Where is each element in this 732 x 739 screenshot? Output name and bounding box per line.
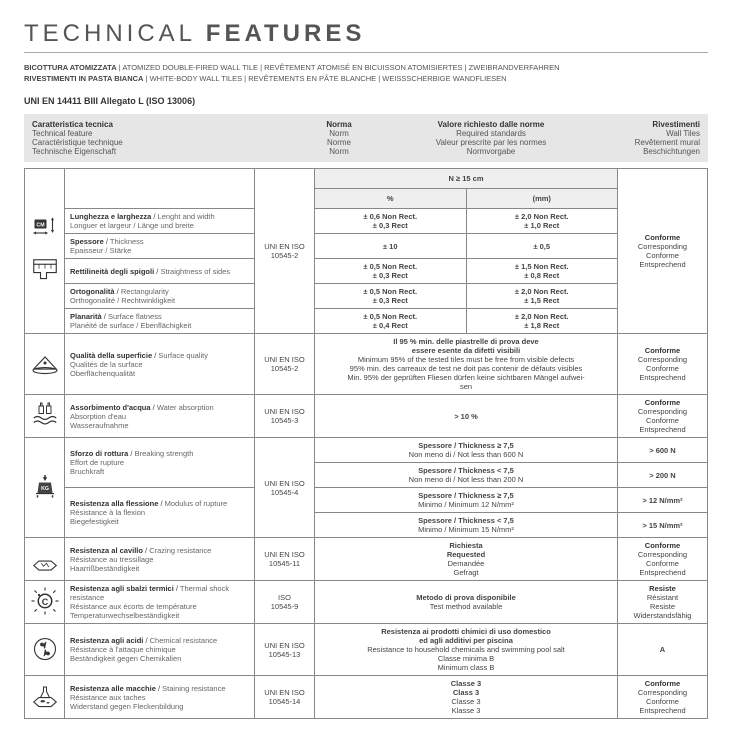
header-col-feature: Caratteristica tecnicaTechnical featureC… [24,114,304,162]
header-col-result: RivestimentiWall TilesRevêtement muralBe… [608,114,708,162]
svg-text:C: C [41,597,48,607]
standard-line: UNI EN 14411 BIII Allegato L (ISO 13006) [24,96,708,106]
page-title: TECHNICAL FEATURES [24,20,708,53]
subtitle-block: BICOTTURA ATOMIZZATA | ATOMIZED DOUBLE-F… [24,63,708,84]
svg-text:CM: CM [36,222,45,228]
header-col-norm: NormaNormNormeNorm [304,114,374,162]
column-header-table: Caratteristica tecnicaTechnical featureC… [24,114,708,162]
svg-text:KG: KG [41,486,49,492]
header-col-required: Valore richiesto dalle normeRequired sta… [374,114,608,162]
title-bold: FEATURES [206,20,366,47]
title-light: TECHNICAL [24,20,206,47]
specs-table: CMUNI EN ISO10545-2N ≥ 15 cmConformeCorr… [24,168,708,719]
